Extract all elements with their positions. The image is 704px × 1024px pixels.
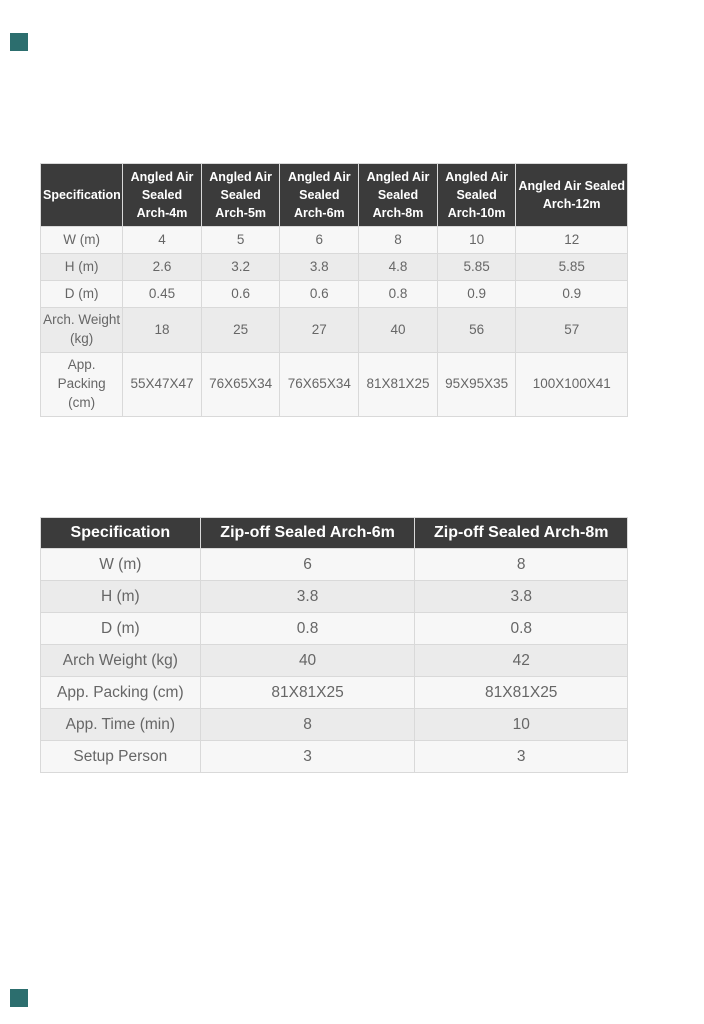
zipoff-arch-spec-table-container: Specification Zip-off Sealed Arch-6m Zip-o… bbox=[40, 517, 628, 773]
table-row: Arch Weight (kg) 40 42 bbox=[40, 644, 628, 677]
data-cell: 81X81X25 bbox=[199, 676, 416, 709]
table-row: H (m) 2.6 3.2 3.8 4.8 5.85 5.85 bbox=[39, 253, 628, 281]
row-label: App. Time (min) bbox=[40, 708, 201, 741]
row-label: H (m) bbox=[39, 253, 124, 281]
table2-header-row: Specification Zip-off Sealed Arch-6m Zip-o… bbox=[40, 517, 628, 549]
data-cell: 10 bbox=[414, 708, 628, 741]
page-marker-top-icon bbox=[10, 33, 28, 51]
data-cell: 8 bbox=[199, 708, 416, 741]
data-cell: 6 bbox=[279, 226, 360, 254]
data-cell: 76X65X34 bbox=[200, 352, 281, 417]
row-label: D (m) bbox=[40, 612, 201, 645]
data-cell: 3.8 bbox=[414, 580, 628, 613]
angled-arch-spec-table-container: Specification Angled Air Sealed Arch-4m An… bbox=[39, 163, 628, 417]
data-cell: 2.6 bbox=[122, 253, 202, 281]
data-cell: 6 bbox=[199, 548, 416, 581]
table-row: W (m) 4 5 6 8 10 12 bbox=[39, 226, 628, 254]
data-cell: 25 bbox=[200, 307, 281, 353]
table-row: App. Packing (cm) 81X81X25 81X81X25 bbox=[40, 676, 628, 709]
data-cell: 3.8 bbox=[279, 253, 360, 281]
data-cell: 0.8 bbox=[414, 612, 628, 645]
table-row: D (m) 0.45 0.6 0.6 0.8 0.9 0.9 bbox=[39, 280, 628, 308]
data-cell: 8 bbox=[358, 226, 438, 254]
data-cell: 3 bbox=[414, 740, 628, 773]
data-cell: 42 bbox=[414, 644, 628, 677]
table-row: W (m) 6 8 bbox=[40, 548, 628, 581]
row-label: App. Packing (cm) bbox=[39, 352, 124, 417]
data-cell: 55X47X47 bbox=[122, 352, 202, 417]
data-cell: 3.2 bbox=[200, 253, 281, 281]
zipoff-arch-spec-table: Specification Zip-off Sealed Arch-6m Zip-o… bbox=[40, 517, 628, 773]
header-cell: Angled Air Sealed Arch-8m bbox=[358, 163, 438, 227]
row-label: W (m) bbox=[40, 548, 201, 581]
data-cell: 12 bbox=[515, 226, 628, 254]
table-row: App. Time (min) 8 10 bbox=[40, 708, 628, 741]
table-row: D (m) 0.8 0.8 bbox=[40, 612, 628, 645]
table-row: Arch. Weight (kg) 18 25 27 40 56 57 bbox=[39, 307, 628, 353]
data-cell: 0.9 bbox=[436, 280, 517, 308]
data-cell: 5.85 bbox=[436, 253, 517, 281]
header-cell: Angled Air Sealed Arch-12m bbox=[515, 163, 628, 227]
data-cell: 40 bbox=[358, 307, 438, 353]
header-cell: Angled Air Sealed Arch-4m bbox=[122, 163, 202, 227]
row-label: H (m) bbox=[40, 580, 201, 613]
row-label: Arch Weight (kg) bbox=[40, 644, 201, 677]
data-cell: 56 bbox=[436, 307, 517, 353]
angled-arch-spec-table: Specification Angled Air Sealed Arch-4m An… bbox=[39, 163, 628, 417]
header-cell: Specification bbox=[39, 163, 124, 227]
header-cell: Zip-off Sealed Arch-6m bbox=[199, 517, 416, 549]
page-marker-bottom-icon bbox=[10, 989, 28, 1007]
data-cell: 4 bbox=[122, 226, 202, 254]
data-cell: 0.8 bbox=[199, 612, 416, 645]
data-cell: 0.8 bbox=[358, 280, 438, 308]
data-cell: 100X100X41 bbox=[515, 352, 628, 417]
header-cell: Angled Air Sealed Arch-10m bbox=[436, 163, 517, 227]
row-label: App. Packing (cm) bbox=[40, 676, 201, 709]
row-label: W (m) bbox=[39, 226, 124, 254]
header-cell: Angled Air Sealed Arch-6m bbox=[279, 163, 360, 227]
data-cell: 95X95X35 bbox=[436, 352, 517, 417]
data-cell: 0.9 bbox=[515, 280, 628, 308]
data-cell: 27 bbox=[279, 307, 360, 353]
data-cell: 18 bbox=[122, 307, 202, 353]
header-cell: Angled Air Sealed Arch-5m bbox=[200, 163, 281, 227]
table-row: Setup Person 3 3 bbox=[40, 740, 628, 773]
data-cell: 81X81X25 bbox=[358, 352, 438, 417]
data-cell: 3 bbox=[199, 740, 416, 773]
data-cell: 0.45 bbox=[122, 280, 202, 308]
table-row: App. Packing (cm) 55X47X47 76X65X34 76X65X3… bbox=[39, 352, 628, 417]
data-cell: 4.8 bbox=[358, 253, 438, 281]
data-cell: 76X65X34 bbox=[279, 352, 360, 417]
data-cell: 57 bbox=[515, 307, 628, 353]
data-cell: 81X81X25 bbox=[414, 676, 628, 709]
data-cell: 40 bbox=[199, 644, 416, 677]
header-cell: Zip-off Sealed Arch-8m bbox=[414, 517, 628, 549]
data-cell: 5.85 bbox=[515, 253, 628, 281]
row-label: Arch. Weight (kg) bbox=[39, 307, 124, 353]
data-cell: 3.8 bbox=[199, 580, 416, 613]
data-cell: 8 bbox=[414, 548, 628, 581]
data-cell: 10 bbox=[436, 226, 517, 254]
data-cell: 5 bbox=[200, 226, 281, 254]
table1-header-row: Specification Angled Air Sealed Arch-4m An… bbox=[39, 163, 628, 227]
table-row: H (m) 3.8 3.8 bbox=[40, 580, 628, 613]
row-label: D (m) bbox=[39, 280, 124, 308]
header-cell: Specification bbox=[40, 517, 201, 549]
data-cell: 0.6 bbox=[279, 280, 360, 308]
data-cell: 0.6 bbox=[200, 280, 281, 308]
row-label: Setup Person bbox=[40, 740, 201, 773]
